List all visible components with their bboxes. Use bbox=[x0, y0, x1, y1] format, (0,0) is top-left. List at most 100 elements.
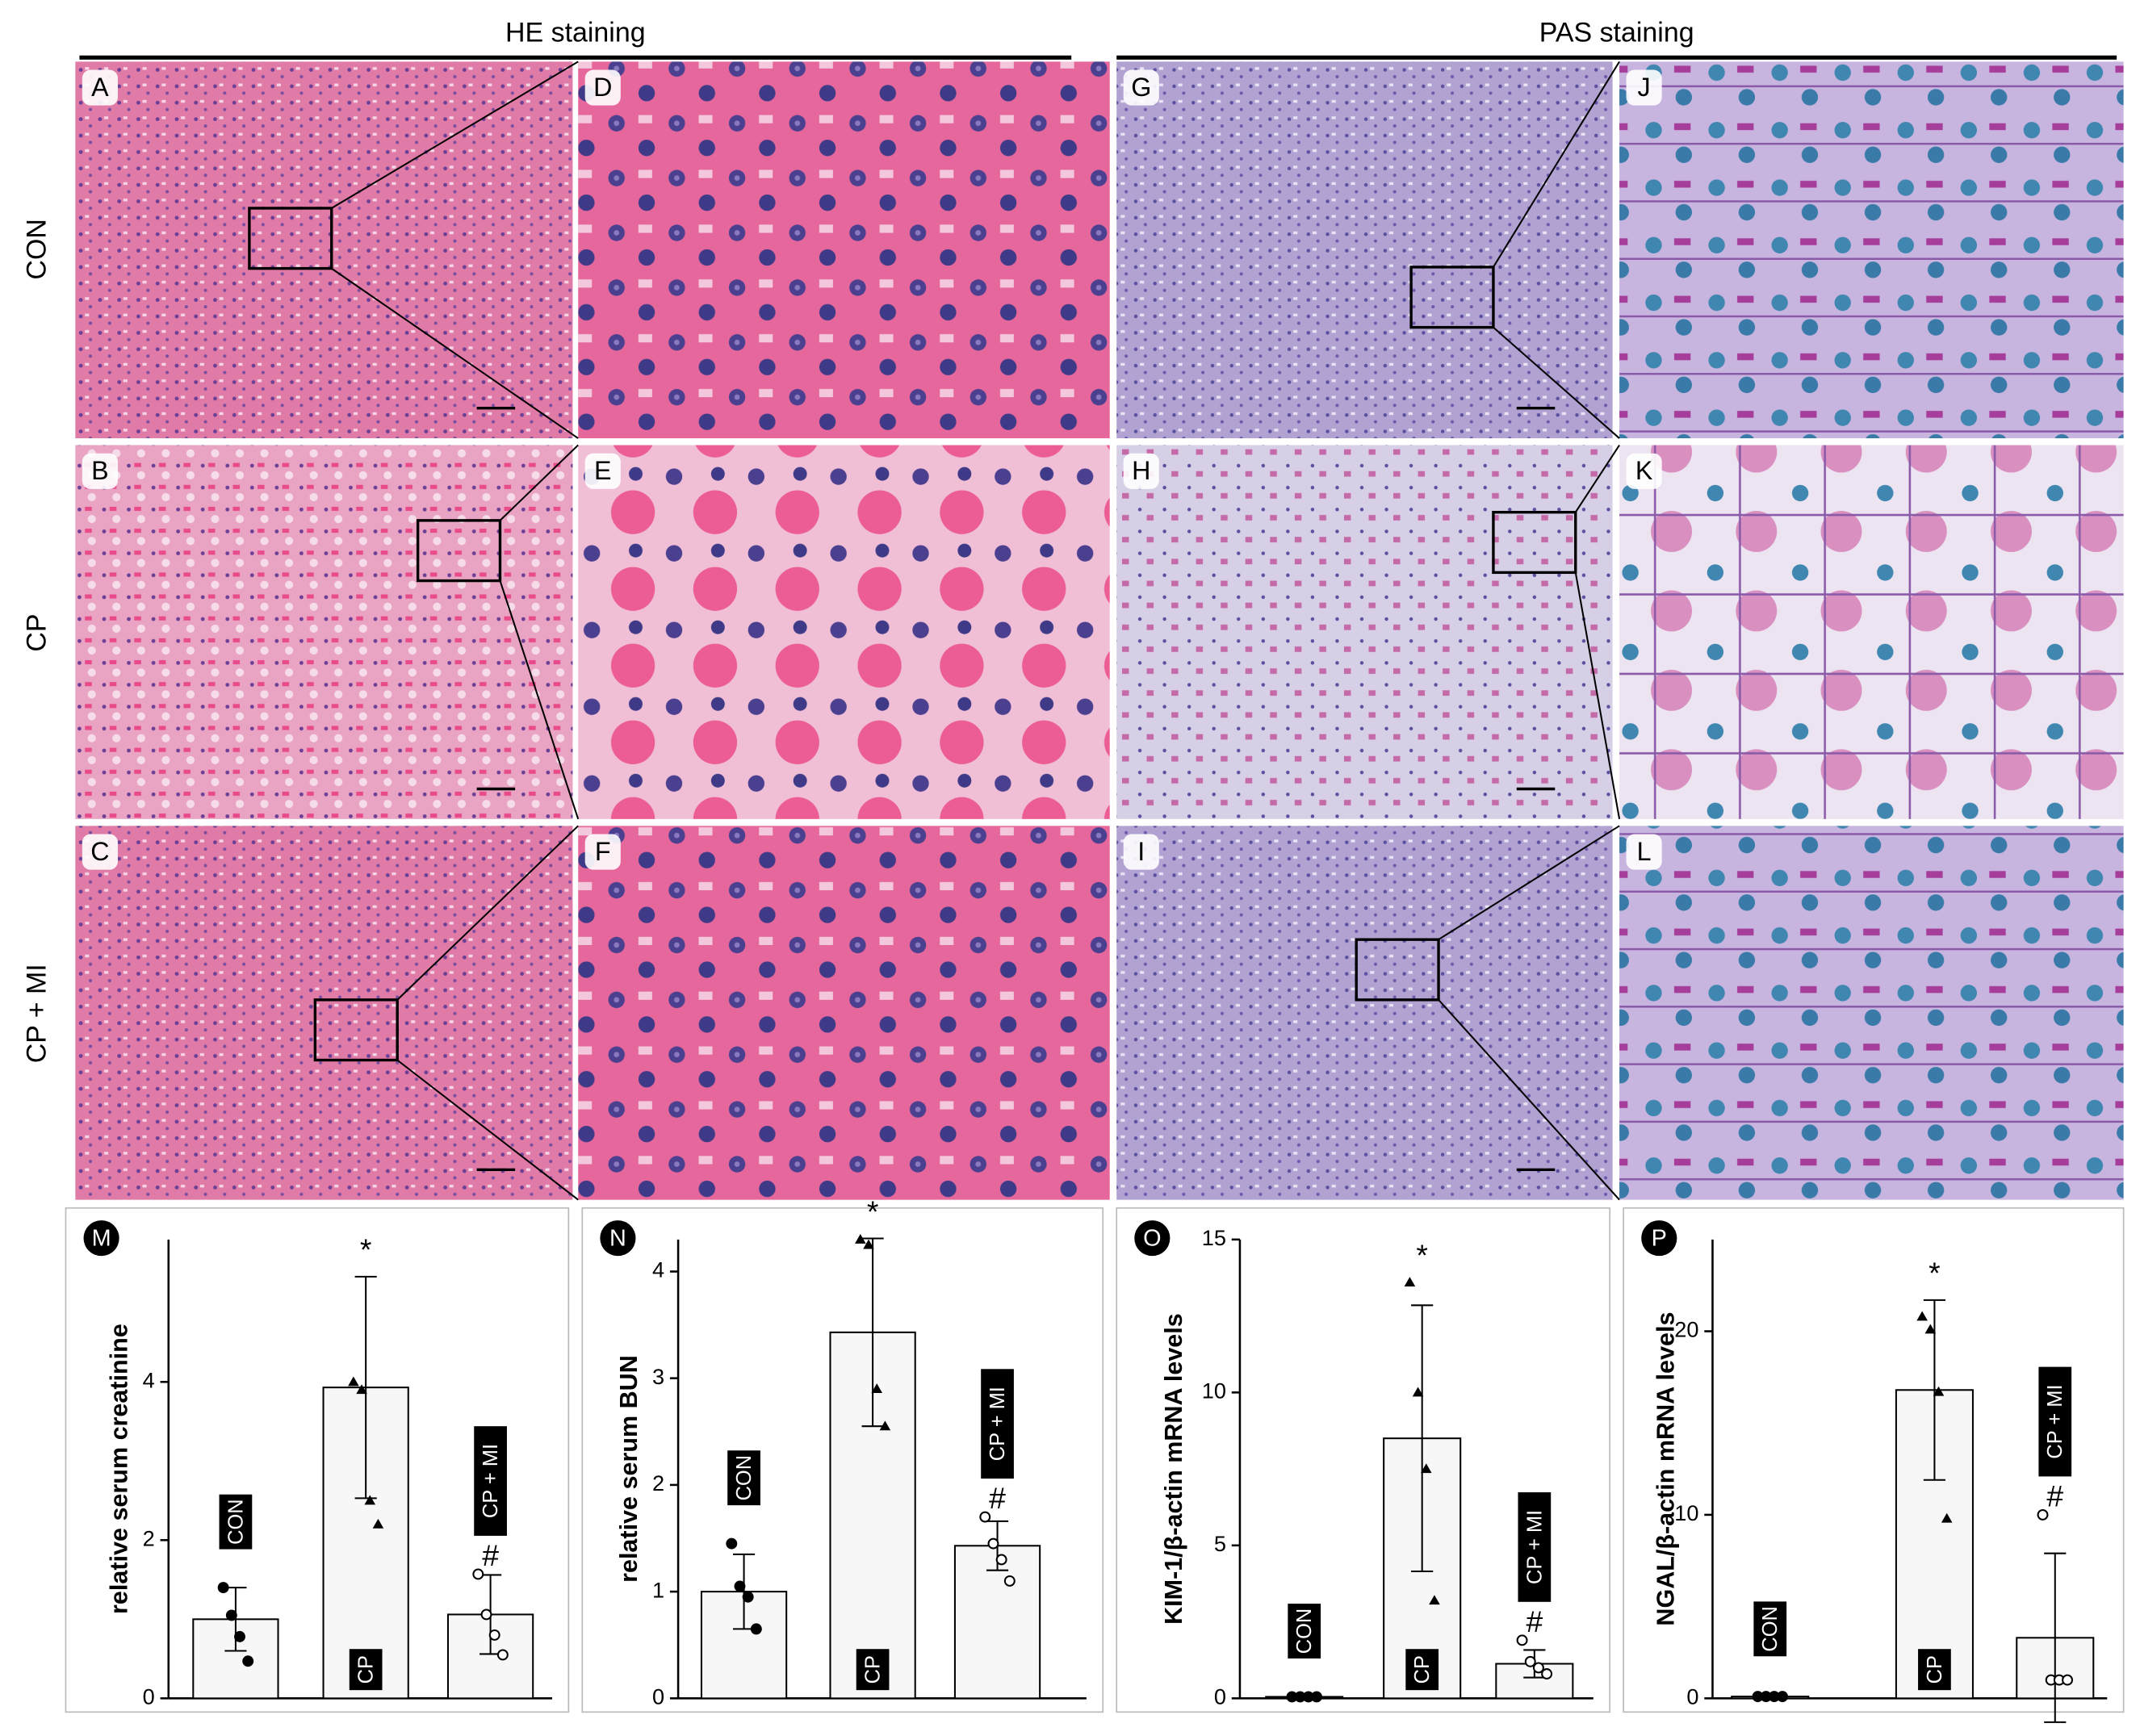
micrograph bbox=[75, 445, 573, 819]
zoom-box bbox=[1492, 510, 1577, 575]
x-category-label: CP + MI bbox=[1523, 1510, 1546, 1584]
category-label: CON bbox=[727, 1450, 760, 1506]
chart-frame bbox=[1623, 1207, 2125, 1713]
headers: HE staining PAS staining CON CP CP + MI bbox=[21, 17, 2117, 1063]
data-point bbox=[356, 1384, 367, 1395]
panel-letter-box bbox=[82, 834, 118, 870]
y-tick-label: 0 bbox=[1214, 1684, 1226, 1709]
panel-letter-box bbox=[1123, 834, 1159, 870]
zoom-line bbox=[1574, 444, 1620, 513]
data-point bbox=[1311, 1691, 1322, 1703]
category-label: CP + MI bbox=[981, 1369, 1014, 1479]
panel-letter-box bbox=[1626, 834, 1662, 870]
y-tick-label: 4 bbox=[652, 1257, 664, 1282]
panel-letter-box bbox=[82, 453, 118, 489]
chart-letter: M bbox=[92, 1225, 111, 1251]
micrograph bbox=[578, 61, 1110, 439]
micrograph bbox=[75, 61, 573, 439]
panel-letter: D bbox=[593, 73, 612, 102]
significance-mark: # bbox=[989, 1481, 1006, 1515]
data-point bbox=[472, 1568, 484, 1580]
y-tick-label: 3 bbox=[652, 1364, 664, 1389]
panel-letter-box bbox=[82, 69, 118, 106]
panel-letter: G bbox=[1131, 73, 1151, 102]
data-point bbox=[2037, 1508, 2049, 1521]
y-tick-label: 2 bbox=[652, 1470, 664, 1495]
label-box bbox=[219, 1494, 253, 1550]
chart-frame bbox=[1116, 1207, 1611, 1713]
data-point bbox=[855, 1234, 866, 1244]
panel-letter-box bbox=[1626, 453, 1662, 489]
zoom-box bbox=[248, 207, 333, 270]
zoom-box bbox=[1355, 938, 1440, 1002]
micrograph bbox=[1619, 445, 2124, 819]
chart-letter-badge bbox=[83, 1220, 119, 1257]
data-point bbox=[242, 1655, 254, 1667]
significance-mark: # bbox=[1526, 1604, 1543, 1638]
significance-mark: # bbox=[482, 1538, 499, 1572]
label-box bbox=[856, 1649, 890, 1691]
panel-letter: I bbox=[1137, 837, 1145, 866]
label-box bbox=[1288, 1604, 1321, 1659]
data-point bbox=[480, 1608, 492, 1621]
x-category-label: CP bbox=[862, 1655, 885, 1684]
category-label: CON bbox=[1753, 1601, 1787, 1657]
data-point bbox=[372, 1518, 384, 1529]
chart-letter-badge bbox=[1641, 1220, 1677, 1257]
micrograph bbox=[578, 445, 1110, 819]
error-bar bbox=[1411, 1304, 1434, 1573]
zoom-line bbox=[1574, 572, 1621, 820]
data-point bbox=[726, 1537, 738, 1550]
data-point bbox=[742, 1591, 754, 1603]
data-point bbox=[1404, 1277, 1416, 1286]
x-category-label: CON bbox=[224, 1499, 247, 1545]
panel-letter-box bbox=[1123, 69, 1159, 106]
data-point bbox=[488, 1629, 500, 1641]
category-label: CP bbox=[1918, 1649, 1951, 1691]
label-box bbox=[1753, 1601, 1787, 1657]
header: PAS staining bbox=[1539, 17, 1694, 48]
category-label: CON bbox=[219, 1494, 253, 1550]
category-label: CP + MI bbox=[474, 1426, 507, 1536]
label-box bbox=[981, 1369, 1014, 1479]
data-point bbox=[871, 1383, 882, 1394]
data-point bbox=[1420, 1463, 1432, 1474]
data-point bbox=[1924, 1324, 1937, 1334]
zoom-line bbox=[1493, 326, 1620, 439]
data-point bbox=[863, 1239, 874, 1249]
y-tick-label: 10 bbox=[1674, 1500, 1698, 1525]
chart-letter: O bbox=[1143, 1225, 1161, 1251]
y-tick-label: 0 bbox=[143, 1684, 155, 1709]
error-bar bbox=[354, 1275, 377, 1500]
row-label: CP + MI bbox=[21, 964, 52, 1063]
zoom-line bbox=[499, 444, 579, 521]
panel-letter-box bbox=[584, 69, 621, 106]
zoom-box bbox=[1409, 266, 1495, 329]
panel-letter: B bbox=[91, 456, 109, 485]
data-point bbox=[734, 1580, 746, 1592]
significance-mark: * bbox=[1416, 1238, 1428, 1272]
x-category-label: CON bbox=[733, 1455, 756, 1501]
panel-letter-box bbox=[584, 453, 621, 489]
panel-letter: F bbox=[595, 837, 611, 866]
micrograph bbox=[578, 826, 1110, 1200]
data-point bbox=[1003, 1575, 1016, 1587]
y-axis-label: relative serum BUN bbox=[615, 1355, 643, 1583]
y-tick-label: 4 bbox=[143, 1367, 155, 1392]
data-point bbox=[1412, 1387, 1424, 1397]
label-box bbox=[727, 1450, 760, 1506]
category-label: CP + MI bbox=[2038, 1366, 2072, 1477]
micrograph bbox=[1116, 61, 1613, 439]
x-category-label: CON bbox=[1759, 1606, 1782, 1652]
data-point bbox=[1532, 1662, 1544, 1674]
data-point bbox=[987, 1537, 999, 1550]
data-point bbox=[348, 1376, 359, 1387]
panel-letter: E bbox=[594, 456, 612, 485]
data-point bbox=[979, 1511, 991, 1523]
significance-mark: * bbox=[867, 1194, 879, 1228]
x-category-label: CP + MI bbox=[986, 1387, 1009, 1461]
data-point bbox=[995, 1554, 1007, 1566]
zoom-line bbox=[1438, 825, 1620, 941]
